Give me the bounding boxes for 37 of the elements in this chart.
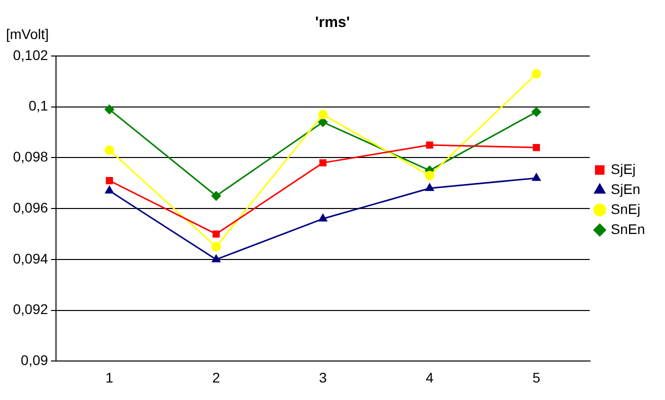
point (211, 242, 221, 252)
point (318, 214, 328, 222)
chart-title: 'rms' (315, 14, 350, 32)
x-tick-label: 4 (426, 369, 434, 386)
point (211, 191, 221, 201)
x-tick-label: 5 (532, 369, 540, 386)
point (105, 186, 114, 194)
y-tick-label: 0,094 (12, 250, 48, 266)
point (532, 173, 541, 181)
point (212, 254, 220, 262)
point (426, 141, 434, 149)
x-tick-label: 2 (212, 369, 220, 386)
point (532, 107, 542, 117)
legend-label: SjEj (610, 160, 636, 177)
y-tick-label: 0,098 (12, 148, 48, 165)
legend-label: SnEn (610, 220, 645, 237)
point (425, 184, 434, 192)
y-tick-label: 0,096 (12, 199, 48, 216)
point (104, 104, 114, 114)
y-tick-label: 0,102 (12, 46, 48, 63)
point (212, 230, 220, 238)
legend-label: SjEn (610, 180, 640, 197)
x-tick-label: 3 (318, 369, 327, 386)
point (318, 117, 328, 127)
y-tick-label: 0,09 (20, 352, 48, 368)
point (532, 144, 540, 152)
point (318, 110, 328, 120)
point (106, 177, 113, 184)
x-tick-label: 1 (106, 369, 114, 386)
y-tick-label: 0,1 (28, 98, 48, 114)
point (532, 69, 542, 79)
y-axis-title: [mVolt] (6, 26, 49, 42)
point (104, 145, 114, 155)
point (319, 159, 326, 166)
legend-label: SnEj (610, 200, 640, 217)
y-tick-label: 0,092 (12, 301, 48, 318)
point (424, 170, 434, 180)
